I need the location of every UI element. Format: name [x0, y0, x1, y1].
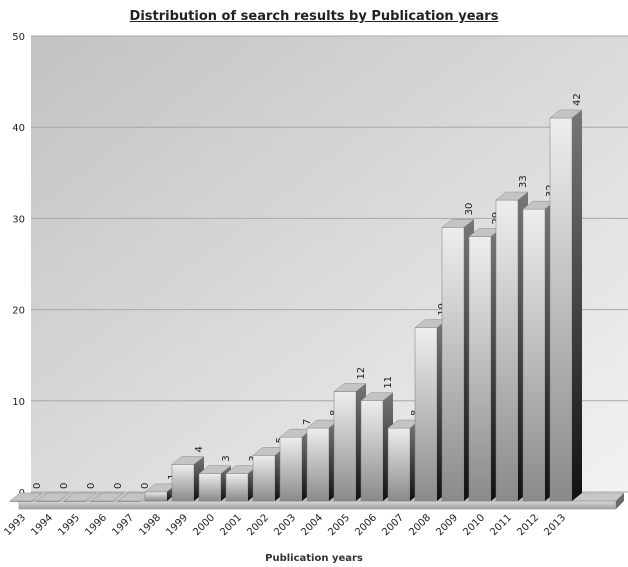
data-label: 0 — [140, 483, 151, 489]
data-label: 0 — [86, 483, 97, 489]
bar-front — [360, 400, 384, 502]
bar-front — [225, 473, 249, 502]
x-tick-label: 2012 — [515, 512, 541, 538]
data-label: 0 — [113, 483, 124, 489]
bar-front — [198, 473, 222, 502]
bar-front — [144, 491, 168, 502]
x-tick-label: 1999 — [164, 512, 190, 538]
y-tick-label: 40 — [12, 123, 25, 134]
x-tick-label: 2010 — [461, 512, 487, 538]
x-tick-label: 2007 — [380, 512, 406, 538]
x-tick-label: 1993 — [2, 512, 28, 538]
floor-side — [616, 493, 624, 509]
bar-front — [306, 427, 330, 502]
x-tick-label: 2004 — [299, 512, 325, 538]
data-label: 33 — [518, 175, 529, 188]
bar-1995 — [63, 492, 97, 502]
y-tick-label: 50 — [12, 32, 25, 43]
bar-front — [171, 464, 195, 502]
bar-front — [387, 427, 411, 502]
bar-side — [572, 109, 582, 502]
data-label: 11 — [383, 376, 394, 389]
bar-front — [333, 391, 357, 502]
data-label: 42 — [572, 93, 583, 106]
y-tick-label: 30 — [12, 214, 25, 225]
data-label: 0 — [32, 483, 43, 489]
bar-1996 — [90, 492, 124, 502]
bar-front — [414, 327, 438, 502]
x-tick-label: 2009 — [434, 512, 460, 538]
x-tick-label: 1997 — [110, 512, 136, 538]
x-tick-label: 2013 — [542, 512, 568, 538]
bar-front — [549, 117, 573, 502]
data-label: 0 — [59, 483, 70, 489]
y-tick-label: 10 — [12, 397, 25, 408]
x-tick-label: 2003 — [272, 512, 298, 538]
x-tick-label: 1998 — [137, 512, 163, 538]
bar-1997 — [117, 492, 151, 502]
data-label: 7 — [302, 419, 313, 425]
x-tick-label: 1995 — [56, 512, 82, 538]
floor-front — [18, 500, 617, 510]
x-tick-label: 2000 — [191, 512, 217, 538]
data-label: 4 — [194, 446, 205, 452]
data-label: 12 — [356, 367, 367, 380]
x-tick-label: 2002 — [245, 512, 271, 538]
x-tick-label: 2008 — [407, 512, 433, 538]
bar-front — [468, 236, 492, 502]
x-tick-label: 2006 — [353, 512, 379, 538]
bar-front — [441, 227, 465, 502]
y-tick-label: 20 — [12, 306, 25, 317]
bar-2013 — [549, 109, 583, 502]
x-tick-label: 1996 — [83, 512, 109, 538]
data-label: 30 — [464, 203, 475, 216]
bar-front — [495, 199, 519, 502]
chart-title: Distribution of search results by Public… — [129, 9, 499, 24]
bar-1994 — [36, 492, 70, 502]
x-tick-label: 2001 — [218, 512, 244, 538]
bar-front — [252, 455, 276, 502]
bar-1993 — [9, 492, 43, 502]
bar-front — [279, 436, 303, 502]
x-tick-label: 1994 — [29, 512, 55, 538]
data-label: 3 — [221, 455, 232, 461]
x-tick-label: 2011 — [488, 512, 514, 538]
bar-front — [522, 208, 546, 502]
x-tick-label: 2005 — [326, 512, 352, 538]
x-axis-title: Publication years — [265, 553, 363, 564]
